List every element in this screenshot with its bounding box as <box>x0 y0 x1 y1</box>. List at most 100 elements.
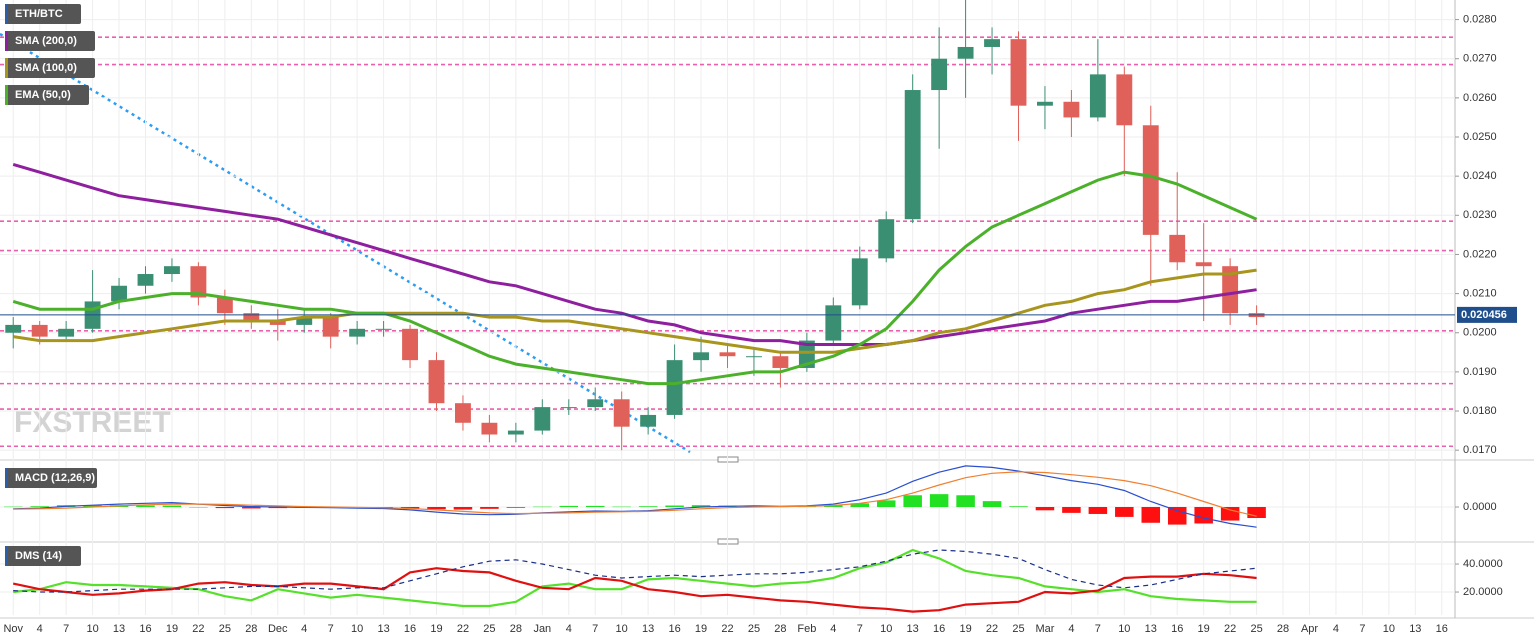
candle-body <box>1169 234 1186 263</box>
histogram-bar <box>1167 507 1187 525</box>
x-tick-label: 10 <box>1118 623 1130 635</box>
candle-body <box>1116 74 1133 126</box>
candle-body <box>216 297 233 314</box>
histogram-bar <box>136 505 155 507</box>
candle-body <box>322 317 339 337</box>
histogram-bar <box>585 505 605 507</box>
y-tick-label: 0.0200 <box>1463 327 1497 339</box>
x-tick-label: 19 <box>1198 623 1210 635</box>
histogram-bar <box>400 507 420 509</box>
series-line <box>13 549 1257 593</box>
x-tick-label: 4 <box>566 623 572 635</box>
y-tick-label: 40.0000 <box>1463 558 1503 570</box>
histogram-bar <box>876 500 896 507</box>
x-tick-label: 16 <box>404 623 416 635</box>
x-tick-label: 16 <box>1436 623 1448 635</box>
x-tick-label: 10 <box>880 623 892 635</box>
candle-body <box>904 90 921 220</box>
x-tick-label: 19 <box>430 623 442 635</box>
x-tick-label: Nov <box>3 623 23 635</box>
legend-box <box>5 85 89 105</box>
histogram-bar <box>427 507 446 510</box>
x-tick-label: 28 <box>1277 623 1289 635</box>
y-tick-label: 0.0180 <box>1463 405 1497 417</box>
histogram-bar <box>453 507 473 510</box>
candle-body <box>666 360 683 415</box>
candle-body <box>269 320 286 325</box>
x-tick-label: 19 <box>959 623 971 635</box>
histogram-bar <box>242 507 261 509</box>
y-tick-label: 0.0220 <box>1463 248 1497 260</box>
last-price-box <box>1457 306 1517 323</box>
legend-box <box>5 4 81 24</box>
histogram-bar <box>480 507 499 509</box>
legend-label: ETH/BTC <box>15 8 63 20</box>
x-tick-label: 10 <box>86 623 98 635</box>
histogram-bar <box>215 507 235 509</box>
candle-body <box>481 422 498 435</box>
histogram-bar <box>638 506 658 507</box>
x-tick-label: 25 <box>219 623 231 635</box>
candle-body <box>613 399 630 427</box>
y-tick-label: 0.0280 <box>1463 13 1497 25</box>
series-line <box>12 170 1258 386</box>
x-tick-label: 28 <box>774 623 786 635</box>
candle-body <box>957 46 974 59</box>
histogram-bar <box>612 506 631 508</box>
candle-body <box>455 403 471 423</box>
y-tick-label: 0.0260 <box>1463 92 1497 104</box>
histogram-bar <box>850 503 870 507</box>
candle-body <box>164 266 180 275</box>
histogram-bar <box>1247 507 1266 518</box>
legend-swatch <box>5 468 8 488</box>
candle-body <box>719 352 736 357</box>
x-tick-label: Dec <box>268 623 288 635</box>
x-tick-label: 28 <box>245 623 257 635</box>
y-tick-label: 0.0190 <box>1463 366 1497 378</box>
histogram-bar <box>506 507 526 508</box>
legend-label: EMA (50,0) <box>15 89 71 101</box>
candle-body <box>825 305 842 341</box>
legend-label: MACD (12,26,9) <box>15 472 95 484</box>
x-tick-label: 13 <box>907 623 919 635</box>
x-tick-label: 25 <box>748 623 760 635</box>
x-tick-label: 7 <box>328 623 334 635</box>
candle-body <box>428 360 445 404</box>
x-tick-label: 13 <box>113 623 125 635</box>
candle-body <box>5 324 22 333</box>
legend-box <box>5 468 97 488</box>
candle-body <box>296 317 313 325</box>
legend-swatch <box>5 58 8 78</box>
histogram-bar <box>1115 507 1134 517</box>
candle-body <box>1195 262 1212 267</box>
histogram-bar <box>824 505 843 507</box>
histogram-bar <box>903 495 922 507</box>
legend-label: SMA (100,0) <box>15 62 77 74</box>
legend-label: DMS (14) <box>15 550 62 562</box>
histogram-bar <box>3 506 23 508</box>
x-tick-label: 4 <box>301 623 307 635</box>
x-tick-label: 25 <box>1250 623 1262 635</box>
candle-body <box>375 328 392 330</box>
last-price-label: 0.020456 <box>1461 309 1507 321</box>
x-tick-label: 10 <box>616 623 628 635</box>
histogram-bar <box>83 505 102 507</box>
legend-swatch <box>5 85 8 105</box>
legend-box <box>5 546 81 566</box>
x-tick-label: 25 <box>483 623 495 635</box>
y-tick-label: 0.0230 <box>1463 209 1497 221</box>
legend-box <box>5 31 95 51</box>
candle-body <box>111 285 127 302</box>
x-tick-label: 7 <box>857 623 863 635</box>
histogram-bar <box>691 505 711 507</box>
x-tick-label: 22 <box>721 623 733 635</box>
histogram-bar <box>189 507 208 508</box>
histogram-bar <box>1035 507 1055 511</box>
x-tick-label: 7 <box>1359 623 1365 635</box>
x-tick-label: 19 <box>166 623 178 635</box>
histogram-bar <box>1009 506 1028 507</box>
candle-body <box>693 352 709 361</box>
candle-body <box>190 266 207 298</box>
candle-body <box>1063 101 1080 118</box>
